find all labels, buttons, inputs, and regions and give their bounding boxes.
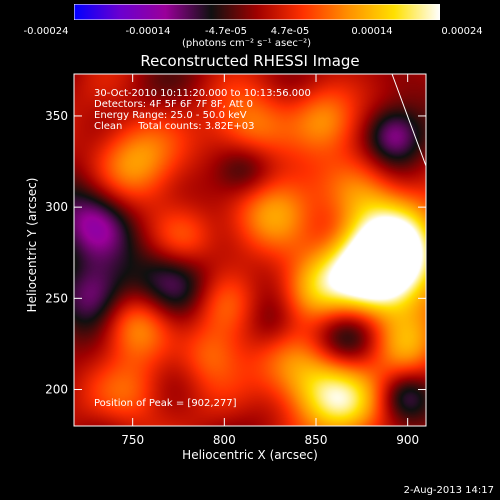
annotation-detectors: Detectors: 4F 5F 6F 7F 8F, Att 0 xyxy=(94,99,254,110)
chart-title: Reconstructed RHESSI Image xyxy=(140,52,360,70)
heatmap-image xyxy=(74,74,426,426)
annotation-counts: Clean Total counts: 3.82E+03 xyxy=(94,121,255,132)
x-tick-label: 900 xyxy=(396,433,419,447)
limb-line xyxy=(391,74,426,167)
colorbar-tick: -0.00014 xyxy=(125,26,171,37)
peak-position-label: Position of Peak = [902,277] xyxy=(94,398,237,409)
colorbar-tick: 0.00014 xyxy=(351,26,393,37)
x-tick-label: 800 xyxy=(213,433,236,447)
y-tick-label: 200 xyxy=(45,383,68,397)
date-stamp: 2-Aug-2013 14:17 xyxy=(403,485,494,496)
annotation-energy-range: Energy Range: 25.0 - 50.0 keV xyxy=(94,110,247,121)
y-tick-label: 300 xyxy=(45,200,68,214)
y-tick-label: 350 xyxy=(45,109,68,123)
colorbar-tick: -4.7e-05 xyxy=(205,26,247,37)
colorbar-tick: 0.00024 xyxy=(441,26,483,37)
colorbar xyxy=(74,4,440,20)
plot-frame xyxy=(73,73,427,427)
y-axis-label: Heliocentric Y (arcsec) xyxy=(25,177,39,313)
x-tick-label: 850 xyxy=(305,433,328,447)
colorbar-tick: 4.7e-05 xyxy=(270,26,310,37)
plot-area: 30-Oct-2010 10:11:20.000 to 10:13:56.000… xyxy=(74,74,426,426)
x-axis-label: Heliocentric X (arcsec) xyxy=(182,448,318,462)
x-tick-label: 750 xyxy=(121,433,144,447)
annotation-time-range: 30-Oct-2010 10:11:20.000 to 10:13:56.000 xyxy=(94,88,311,99)
colorbar-tick: -0.00024 xyxy=(23,26,69,37)
colorbar-unit-label: (photons cm⁻² s⁻¹ asec⁻²) xyxy=(182,38,312,49)
y-tick-label: 250 xyxy=(45,291,68,305)
